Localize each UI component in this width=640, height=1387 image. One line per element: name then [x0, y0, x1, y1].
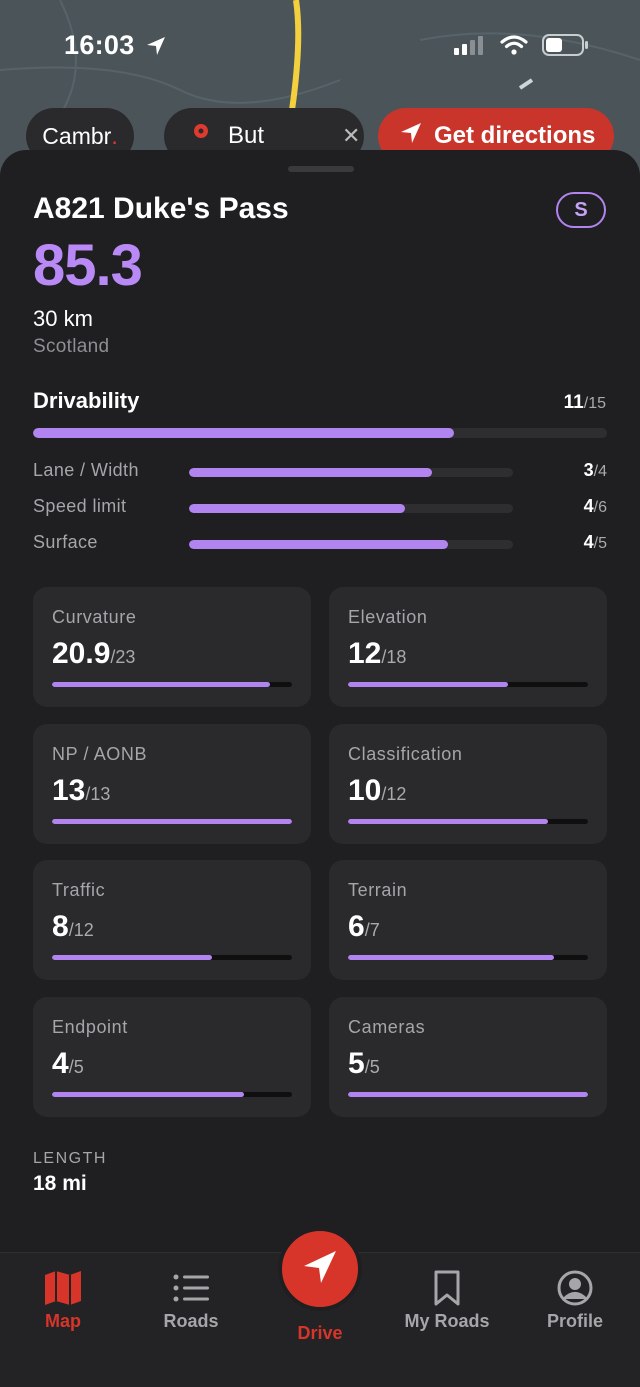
metric-label: Classification: [348, 744, 463, 764]
metric-bar-fill: [348, 1092, 588, 1097]
drivability-item-value: 4/6: [583, 496, 607, 516]
metric-card-elevation[interactable]: Elevation 12/18: [329, 587, 607, 707]
road-region: Scotland: [33, 336, 110, 357]
bookmark-icon: [397, 1265, 497, 1311]
navigation-arrow-icon: [400, 122, 422, 151]
metric-value: 4/5: [52, 1047, 84, 1080]
city-chip-dot: .: [111, 122, 118, 149]
length-value: 18 mi: [33, 1172, 87, 1195]
metric-bar-fill: [348, 955, 554, 960]
drivability-item-bar: [189, 540, 513, 549]
destination-chip-label: But: [228, 122, 265, 149]
metric-card-terrain[interactable]: Terrain 6/7: [329, 860, 607, 980]
drive-button[interactable]: [278, 1227, 362, 1311]
signal-icon: [454, 35, 486, 60]
metric-value: 20.9/23: [52, 637, 136, 670]
metric-bar-fill: [348, 682, 509, 687]
navigation-arrow-icon: [302, 1249, 338, 1290]
road-score: 85.3: [33, 233, 143, 298]
metric-label: Terrain: [348, 880, 408, 900]
drivability-item-bar-fill: [189, 468, 432, 477]
drivability-label: Drivability: [33, 388, 140, 413]
tab-roads-label: Roads: [163, 1311, 219, 1331]
drivability-value: 11/15: [563, 392, 606, 413]
sheet-grabber[interactable]: [288, 166, 354, 172]
tab-bar: Map Roads Drive My Roads Profile: [0, 1227, 640, 1387]
metric-bar: [52, 819, 292, 824]
metric-bar: [52, 682, 292, 687]
metric-card-cameras[interactable]: Cameras 5/5: [329, 997, 607, 1117]
metric-bar: [348, 955, 588, 960]
city-chip-label: Cambr: [42, 122, 112, 149]
drivability-item: Speed limit 4/6: [33, 496, 607, 526]
metric-bar: [348, 682, 588, 687]
metric-card-curvature[interactable]: Curvature 20.9/23: [33, 587, 311, 707]
map-icon: [13, 1265, 113, 1311]
metric-card-classification[interactable]: Classification 10/12: [329, 724, 607, 844]
metric-bar-fill: [52, 1092, 244, 1097]
metric-label: Curvature: [52, 607, 137, 627]
tab-profile[interactable]: Profile: [525, 1265, 625, 1332]
metric-bar: [52, 1092, 292, 1097]
tab-my-roads[interactable]: My Roads: [397, 1265, 497, 1332]
metric-bar: [348, 819, 588, 824]
drivability-item-bar-fill: [189, 504, 406, 513]
drivability-item-bar: [189, 504, 513, 513]
metric-value: 6/7: [348, 910, 380, 943]
status-time: 16:03: [64, 30, 135, 60]
close-icon[interactable]: ✕: [342, 123, 361, 148]
road-badge[interactable]: S: [556, 192, 606, 228]
metric-value: 5/5: [348, 1047, 380, 1080]
status-bar: 16:03: [0, 0, 640, 96]
tab-map[interactable]: Map: [13, 1265, 113, 1332]
profile-icon: [525, 1265, 625, 1311]
tab-drive-label[interactable]: Drive: [297, 1323, 343, 1343]
drivability-bar: [33, 428, 607, 438]
drivability-bar-fill: [33, 428, 454, 438]
get-directions-label: Get directions: [434, 122, 596, 149]
battery-icon: [542, 34, 588, 61]
drivability-item: Surface 4/5: [33, 532, 607, 562]
tab-map-label: Map: [45, 1311, 81, 1331]
metric-label: NP / AONB: [52, 744, 148, 764]
metric-card-traffic[interactable]: Traffic 8/12: [33, 860, 311, 980]
location-arrow-icon: [146, 36, 166, 61]
tab-profile-label: Profile: [546, 1311, 603, 1331]
metric-card-endpoint[interactable]: Endpoint 4/5: [33, 997, 311, 1117]
metric-bar-fill: [52, 819, 292, 824]
metric-label: Elevation: [348, 607, 428, 627]
metric-bar: [348, 1092, 588, 1097]
pin-icon: [192, 122, 210, 150]
drivability-item-label: Lane / Width: [33, 460, 139, 480]
metric-label: Traffic: [52, 880, 106, 900]
drivability-item-value: 4/5: [583, 532, 607, 552]
metric-value: 12/18: [348, 637, 407, 670]
metric-bar: [52, 955, 292, 960]
tab-roads[interactable]: Roads: [141, 1265, 241, 1332]
drivability-item-value: 3/4: [583, 460, 607, 480]
length-label: LENGTH: [33, 1150, 107, 1167]
metric-value: 13/13: [52, 774, 111, 807]
drivability-item-bar: [189, 468, 513, 477]
metric-value: 10/12: [348, 774, 407, 807]
metric-value: 8/12: [52, 910, 94, 943]
wifi-icon: [500, 35, 528, 60]
road-detail-sheet[interactable]: A821 Duke's Pass S 85.3 30 km Scotland D…: [0, 150, 640, 1252]
road-distance: 30 km: [33, 306, 93, 331]
tab-my-roads-label: My Roads: [404, 1311, 490, 1331]
metric-label: Cameras: [348, 1017, 426, 1037]
metric-card-np-aonb[interactable]: NP / AONB 13/13: [33, 724, 311, 844]
drivability-item: Lane / Width 3/4: [33, 460, 607, 490]
drivability-item-bar-fill: [189, 540, 449, 549]
road-title: A821 Duke's Pass: [33, 192, 289, 225]
drivability-item-label: Speed limit: [33, 496, 127, 516]
metric-bar-fill: [52, 682, 271, 687]
metric-bar-fill: [348, 819, 548, 824]
metric-label: Endpoint: [52, 1017, 128, 1037]
list-icon: [141, 1265, 241, 1311]
metric-bar-fill: [52, 955, 213, 960]
drivability-item-label: Surface: [33, 532, 98, 552]
